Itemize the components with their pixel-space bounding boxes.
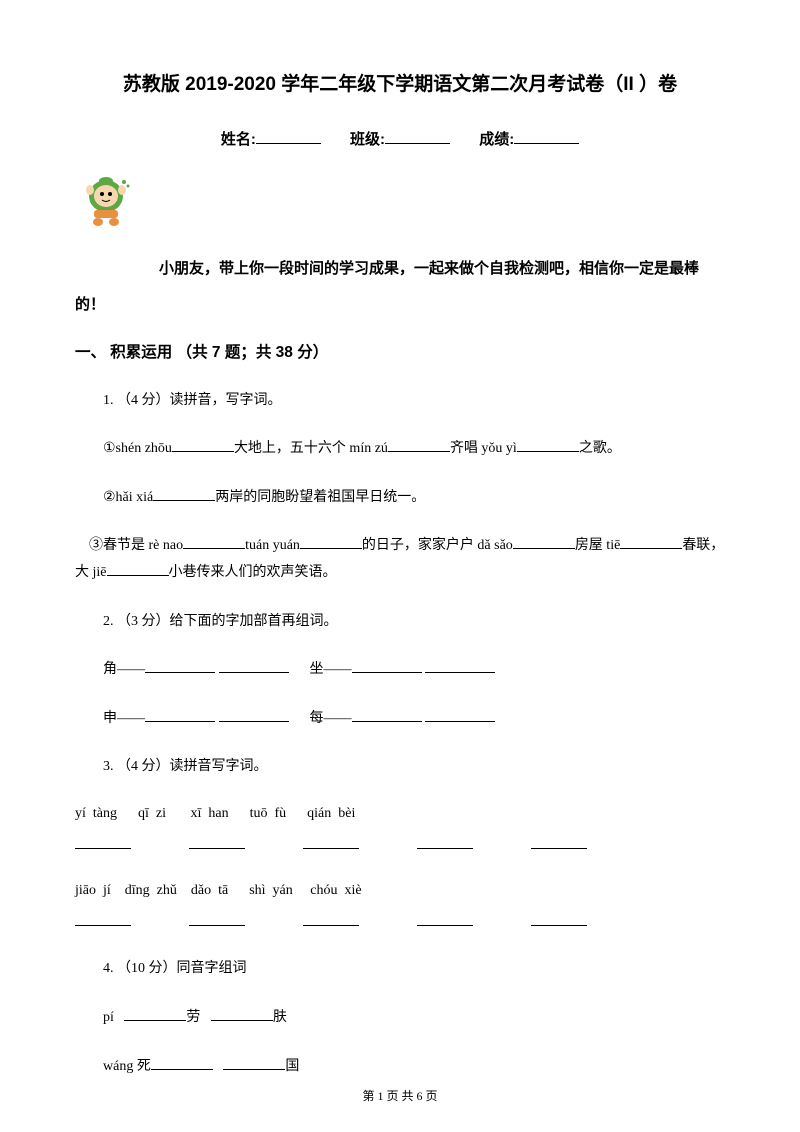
section-1-heading: 一、 积累运用 （共 7 题；共 38 分） bbox=[75, 341, 725, 366]
q1-text-1d: 之歌。 bbox=[579, 441, 621, 456]
q1-text-2b: 两岸的同胞盼望着祖国早日统一。 bbox=[215, 490, 425, 505]
q4-char-1b: 劳 bbox=[186, 1010, 200, 1025]
q3-blank-8[interactable] bbox=[303, 912, 359, 926]
name-blank[interactable] bbox=[256, 130, 321, 144]
q2-char-b: 坐—— bbox=[310, 662, 352, 677]
q3-blank-4[interactable] bbox=[417, 835, 473, 849]
q1-text-3f: 大 jiē bbox=[75, 565, 107, 580]
q2-char-a: 角—— bbox=[103, 662, 145, 677]
q3-blank-2[interactable] bbox=[189, 835, 245, 849]
q1-blank-1[interactable] bbox=[172, 438, 234, 452]
q2-blank-d2[interactable] bbox=[425, 708, 495, 722]
q2-char-c: 申—— bbox=[103, 711, 145, 726]
q1-text-3e: 春联， bbox=[682, 538, 724, 553]
q2-blank-c1[interactable] bbox=[145, 708, 215, 722]
q1-pinyin-1a: ①shén zhōu bbox=[103, 441, 172, 456]
mascot-icon bbox=[80, 172, 725, 236]
q3-blank-6[interactable] bbox=[75, 912, 131, 926]
student-info-line: 姓名: 班级: 成绩: bbox=[75, 128, 725, 152]
q2-char-d: 每—— bbox=[310, 711, 352, 726]
q4-pinyin-1: pí bbox=[103, 1010, 114, 1025]
q1-text-3g: 小巷传来人们的欢声笑语。 bbox=[169, 565, 337, 580]
q4-pinyin-2: wáng 死 bbox=[103, 1059, 151, 1074]
q3-blank-3[interactable] bbox=[303, 835, 359, 849]
q1-blank-6[interactable] bbox=[300, 535, 362, 549]
q1-text-3d: 房屋 tiē bbox=[575, 538, 621, 553]
q1-blank-2[interactable] bbox=[388, 438, 450, 452]
q1-text-1b: 大地上，五十六个 mín zú bbox=[234, 441, 388, 456]
q3-blank-row1 bbox=[75, 835, 725, 857]
q3-blank-1[interactable] bbox=[75, 835, 131, 849]
q1-line1: ①shén zhōu 大地上，五十六个 mín zú 齐唱 yǒu yì 之歌。 bbox=[75, 436, 725, 463]
q1-text-3a: ③春节是 rè nao bbox=[89, 538, 183, 553]
q4-row2: wáng 死 国 bbox=[75, 1054, 725, 1081]
q1-line3: ③春节是 rè nao tuán yuán 的日子，家家户户 dǎ sǎo 房屋 ti… bbox=[75, 533, 725, 586]
q1-blank-8[interactable] bbox=[620, 535, 682, 549]
q4-char-1c: 肤 bbox=[273, 1010, 287, 1025]
q4-row1: pí 劳 肤 bbox=[75, 1005, 725, 1032]
q1-line2: ②hǎi xiá 两岸的同胞盼望着祖国早日统一。 bbox=[75, 485, 725, 512]
q4-blank-1[interactable] bbox=[124, 1007, 186, 1021]
q4-stem: 4. （10 分）同音字组词 bbox=[75, 956, 725, 983]
q4-blank-4[interactable] bbox=[223, 1056, 285, 1070]
q4-char-2b: 国 bbox=[285, 1059, 299, 1074]
exam-title: 苏教版 2019-2020 学年二年级下学期语文第二次月考试卷（II ）卷 bbox=[75, 70, 725, 100]
q3-pinyin-row2: jiāo jí dīng zhǔ dǎo tā shì yán chóu xiè bbox=[75, 880, 725, 902]
score-label: 成绩: bbox=[479, 131, 514, 148]
score-blank[interactable] bbox=[514, 130, 579, 144]
q1-pinyin-2a: ②hǎi xiá bbox=[103, 490, 153, 505]
q1-pinyin-3b: tuán yuán bbox=[245, 538, 300, 553]
q1-blank-4[interactable] bbox=[153, 487, 215, 501]
q2-row1: 角—— 坐—— bbox=[75, 657, 725, 684]
q1-blank-3[interactable] bbox=[517, 438, 579, 452]
q2-blank-d1[interactable] bbox=[352, 708, 422, 722]
q3-blank-row2 bbox=[75, 912, 725, 934]
q3-stem: 3. （4 分）读拼音写字词。 bbox=[75, 754, 725, 781]
q4-blank-3[interactable] bbox=[151, 1056, 213, 1070]
class-blank[interactable] bbox=[385, 130, 450, 144]
q3-pinyin-row1: yí tàng qī zi xī han tuō fù qián bèi bbox=[75, 803, 725, 825]
q3-blank-7[interactable] bbox=[189, 912, 245, 926]
q2-blank-c2[interactable] bbox=[219, 708, 289, 722]
class-label: 班级: bbox=[350, 131, 385, 148]
q2-row2: 申—— 每—— bbox=[75, 706, 725, 733]
q2-blank-b2[interactable] bbox=[425, 659, 495, 673]
intro-text: 小朋友，带上你一段时间的学习成果，一起来做个自我检测吧，相信你一定是最棒的！ bbox=[75, 251, 725, 323]
q2-blank-a1[interactable] bbox=[145, 659, 215, 673]
q3-blank-10[interactable] bbox=[531, 912, 587, 926]
q1-blank-5[interactable] bbox=[183, 535, 245, 549]
q3-blank-5[interactable] bbox=[531, 835, 587, 849]
q2-blank-a2[interactable] bbox=[219, 659, 289, 673]
q4-blank-2[interactable] bbox=[211, 1007, 273, 1021]
q1-blank-9[interactable] bbox=[107, 562, 169, 576]
q1-text-3c: 的日子，家家户户 dǎ sǎo bbox=[362, 538, 513, 553]
q2-blank-b1[interactable] bbox=[352, 659, 422, 673]
name-label: 姓名: bbox=[221, 131, 256, 148]
q1-text-1c: 齐唱 yǒu yì bbox=[450, 441, 517, 456]
q1-stem: 1. （4 分）读拼音，写字词。 bbox=[75, 388, 725, 415]
page-footer: 第 1 页 共 6 页 bbox=[0, 1087, 800, 1106]
q2-stem: 2. （3 分）给下面的字加部首再组词。 bbox=[75, 609, 725, 636]
q3-blank-9[interactable] bbox=[417, 912, 473, 926]
q1-blank-7[interactable] bbox=[513, 535, 575, 549]
